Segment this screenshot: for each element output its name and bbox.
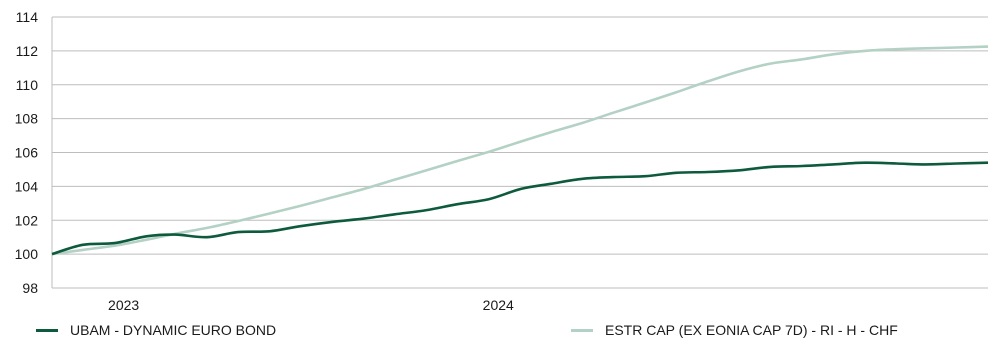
legend-label-ubam: UBAM - DYNAMIC EURO BOND xyxy=(70,322,277,338)
series-line-ubam xyxy=(51,161,989,256)
legend-label-estr: ESTR CAP (EX EONIA CAP 7D) - RI - H - CH… xyxy=(605,322,898,338)
x-axis-ticks: 2023 2024 xyxy=(108,297,514,313)
series-line-estr xyxy=(51,45,989,256)
legend-item-estr: ESTR CAP (EX EONIA CAP 7D) - RI - H - CH… xyxy=(571,322,898,338)
y-axis-ticks: 98 100 102 104 106 108 110 112 114 xyxy=(15,9,39,296)
x-tick-label: 2023 xyxy=(108,297,139,313)
y-tick-label: 112 xyxy=(16,43,39,59)
y-tick-label: 106 xyxy=(15,145,39,161)
y-tick-label: 98 xyxy=(22,280,38,296)
y-tick-label: 102 xyxy=(15,212,39,228)
y-tick-label: 100 xyxy=(15,246,39,262)
legend: UBAM - DYNAMIC EURO BOND ESTR CAP (EX EO… xyxy=(0,322,995,342)
legend-item-ubam: UBAM - DYNAMIC EURO BOND xyxy=(36,322,276,338)
legend-swatch-ubam xyxy=(36,328,58,332)
y-tick-label: 114 xyxy=(16,9,39,25)
x-tick-label: 2024 xyxy=(483,297,514,313)
y-tick-label: 110 xyxy=(16,77,39,93)
y-tick-label: 108 xyxy=(15,111,39,127)
gridlines xyxy=(51,16,988,289)
y-tick-label: 104 xyxy=(15,178,39,194)
series-lines xyxy=(51,45,989,256)
legend-swatch-estr xyxy=(571,328,593,332)
